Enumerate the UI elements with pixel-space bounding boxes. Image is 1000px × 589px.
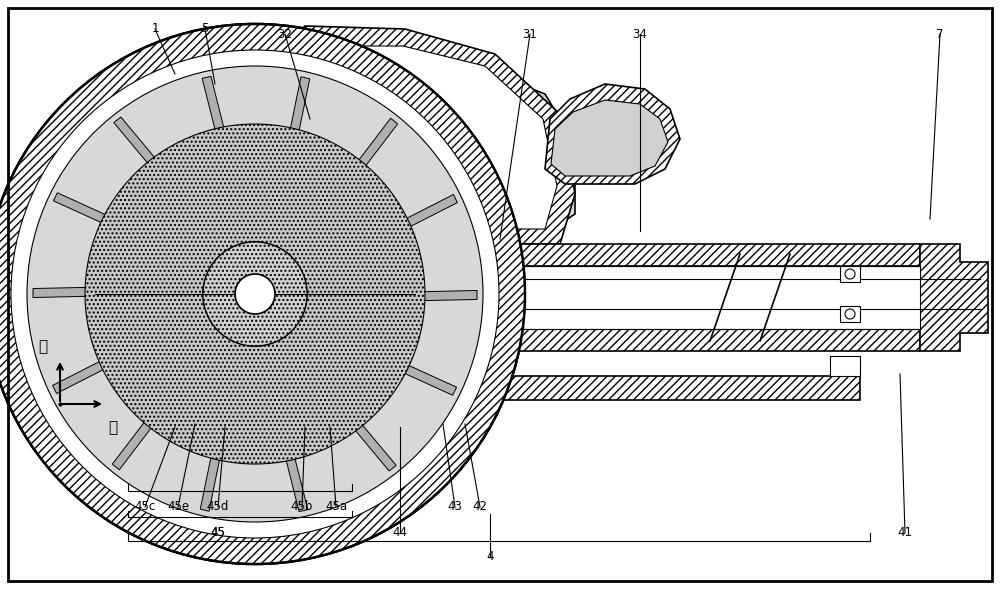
- Text: 32: 32: [278, 28, 292, 41]
- Polygon shape: [283, 46, 557, 229]
- Text: 45: 45: [211, 527, 225, 540]
- Circle shape: [85, 124, 425, 464]
- Text: 7: 7: [936, 28, 944, 41]
- Text: 45a: 45a: [325, 501, 347, 514]
- Circle shape: [27, 66, 483, 522]
- Circle shape: [85, 124, 425, 464]
- Text: 4: 4: [486, 551, 494, 564]
- Bar: [120, 376, 860, 400]
- Text: 45c: 45c: [134, 501, 156, 514]
- Polygon shape: [33, 275, 193, 297]
- Text: 44: 44: [392, 527, 408, 540]
- Polygon shape: [53, 304, 193, 393]
- Circle shape: [11, 50, 499, 538]
- Bar: [830, 356, 860, 376]
- Polygon shape: [33, 284, 233, 297]
- Polygon shape: [271, 118, 398, 283]
- Text: 1: 1: [151, 22, 159, 35]
- Text: 45b: 45b: [291, 501, 313, 514]
- Circle shape: [203, 242, 307, 346]
- Circle shape: [203, 242, 307, 346]
- Polygon shape: [200, 314, 249, 511]
- Circle shape: [0, 24, 525, 564]
- Circle shape: [235, 274, 275, 314]
- Polygon shape: [920, 244, 988, 351]
- Polygon shape: [551, 100, 668, 176]
- Polygon shape: [250, 359, 308, 512]
- Polygon shape: [261, 77, 310, 274]
- Polygon shape: [261, 314, 396, 471]
- Polygon shape: [279, 350, 396, 471]
- Circle shape: [203, 242, 307, 346]
- Circle shape: [845, 269, 855, 279]
- Bar: [482, 226, 512, 362]
- Circle shape: [27, 66, 483, 522]
- Polygon shape: [250, 318, 308, 512]
- Text: 41: 41: [898, 527, 912, 540]
- Text: 右: 右: [108, 420, 117, 435]
- Polygon shape: [317, 290, 477, 313]
- Circle shape: [85, 124, 425, 464]
- Bar: [486, 330, 504, 344]
- Text: 31: 31: [523, 28, 537, 41]
- Polygon shape: [303, 118, 398, 257]
- Bar: [490, 266, 920, 329]
- Circle shape: [85, 124, 425, 464]
- Text: 45: 45: [211, 527, 225, 540]
- Circle shape: [11, 50, 499, 538]
- Polygon shape: [202, 77, 260, 270]
- Polygon shape: [202, 77, 260, 229]
- Polygon shape: [317, 194, 457, 284]
- Text: 34: 34: [633, 28, 647, 41]
- Text: 45e: 45e: [167, 501, 189, 514]
- Circle shape: [235, 274, 275, 314]
- Text: 前: 前: [38, 339, 47, 354]
- Polygon shape: [270, 26, 575, 244]
- Bar: [120, 356, 150, 376]
- Circle shape: [27, 66, 483, 522]
- Text: 43: 43: [448, 501, 462, 514]
- Bar: [840, 306, 860, 322]
- Text: 42: 42: [473, 501, 488, 514]
- Circle shape: [85, 124, 425, 464]
- Polygon shape: [275, 59, 575, 234]
- Bar: [840, 266, 860, 282]
- Polygon shape: [200, 350, 231, 511]
- Polygon shape: [53, 193, 239, 283]
- Text: 45d: 45d: [207, 501, 229, 514]
- Polygon shape: [114, 117, 231, 238]
- Text: 5: 5: [201, 22, 209, 35]
- Polygon shape: [53, 193, 207, 257]
- Circle shape: [0, 24, 525, 564]
- Polygon shape: [303, 331, 457, 395]
- Polygon shape: [114, 117, 249, 274]
- Polygon shape: [545, 84, 680, 184]
- Polygon shape: [277, 194, 457, 293]
- Bar: [490, 244, 920, 266]
- Polygon shape: [112, 331, 207, 470]
- Circle shape: [845, 309, 855, 319]
- Circle shape: [0, 24, 525, 564]
- Bar: [486, 242, 504, 256]
- Bar: [490, 329, 920, 351]
- Polygon shape: [277, 290, 477, 304]
- Polygon shape: [112, 306, 239, 470]
- Polygon shape: [271, 306, 457, 395]
- Polygon shape: [53, 295, 233, 393]
- Polygon shape: [279, 77, 310, 238]
